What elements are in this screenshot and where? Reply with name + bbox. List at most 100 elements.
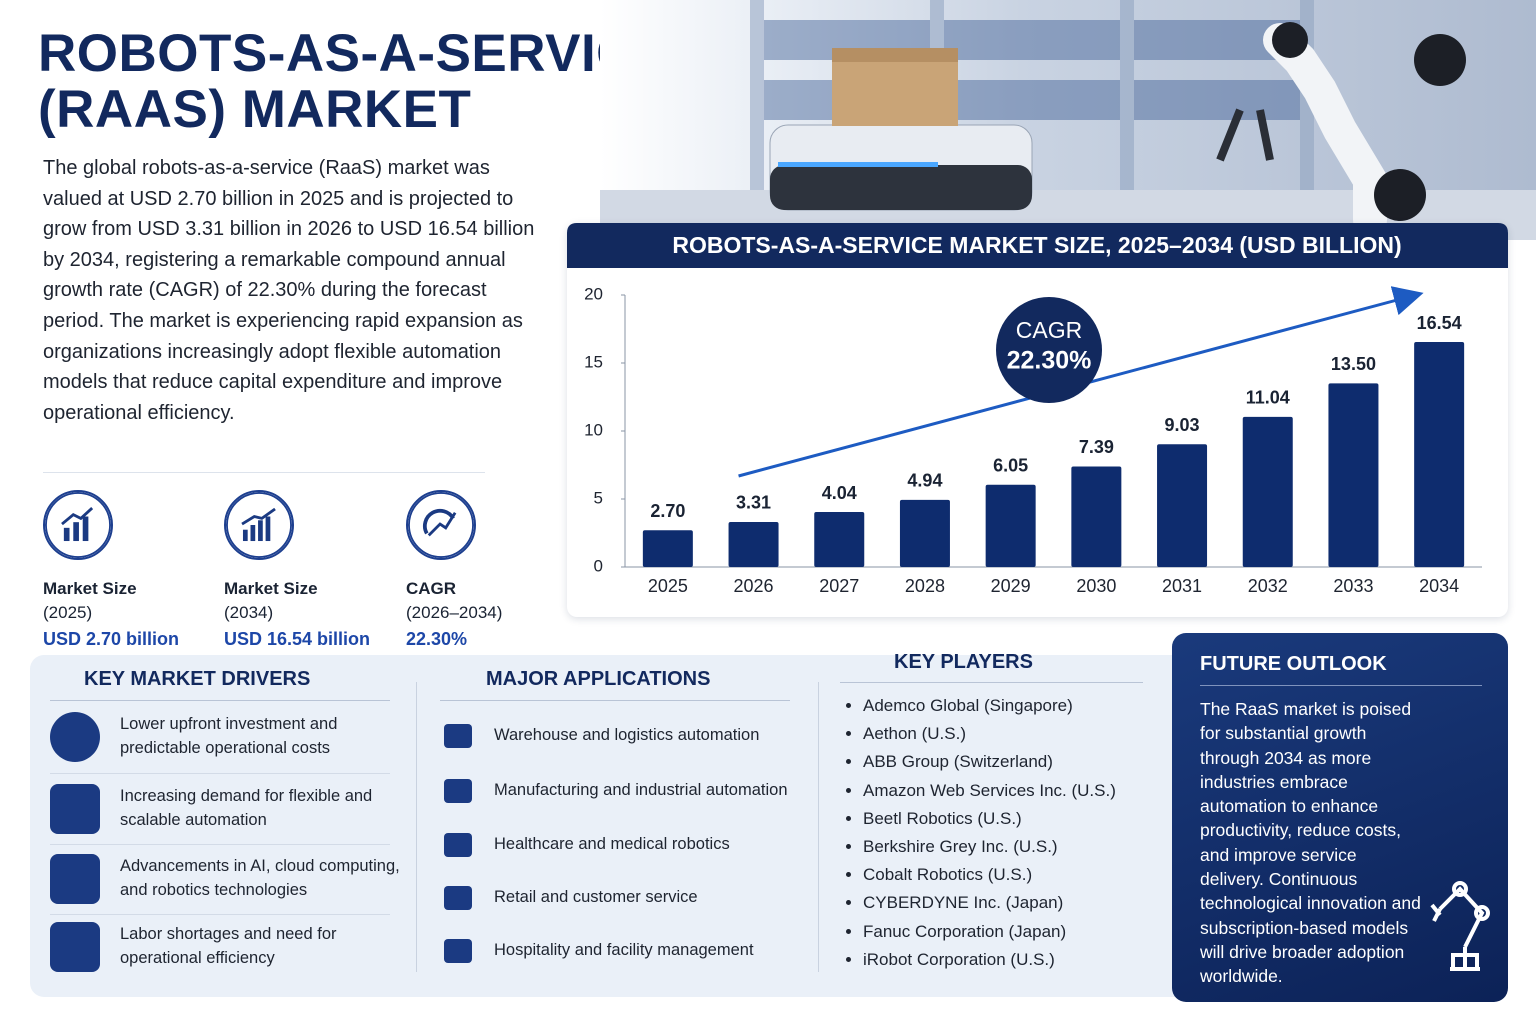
outlook-icon <box>1430 881 1490 971</box>
value-label: 3.31 <box>736 493 771 513</box>
stat-value: 22.30% <box>406 629 468 649</box>
outlook-box: FUTURE OUTLOOK The RaaS market is poised… <box>1172 633 1508 1002</box>
value-label: 11.04 <box>1246 388 1290 408</box>
title-line: ROBOTS-AS-A-SERVICE <box>38 24 671 83</box>
application-icon <box>444 886 472 910</box>
driver-text: Lower upfront investment and predictable… <box>120 715 338 757</box>
value-label: 2.70 <box>650 501 685 521</box>
bottom-panel <box>30 655 1190 997</box>
bar <box>642 530 693 567</box>
cagr-badge <box>996 297 1102 403</box>
value-label: 13.50 <box>1331 354 1376 374</box>
stat-value: USD 2.70 billion <box>43 629 180 649</box>
driver-text: Increasing demand for flexible and scala… <box>120 787 373 829</box>
application-icon <box>444 779 472 803</box>
player-item: Amazon Web Services Inc. (U.S.) <box>863 777 1116 805</box>
rule <box>50 914 390 915</box>
application-icon <box>444 724 472 748</box>
y-tick-label: 10 <box>584 420 603 439</box>
section-title: KEY MARKET DRIVERS <box>84 668 311 690</box>
chart: ROBOTS-AS-A-SERVICE MARKET SIZE, 2025–20… <box>567 223 1508 596</box>
player-item: CYBERDYNE Inc. (Japan) <box>863 889 1116 917</box>
stat: Market Size (2025) USD 2.70 billion <box>43 490 218 653</box>
stat: CAGR (2026–2034) 22.30% <box>406 490 581 653</box>
bar <box>1414 342 1465 567</box>
bar <box>899 499 950 567</box>
application-text: Manufacturing and industrial automation <box>494 781 788 799</box>
player-item: Ademco Global (Singapore) <box>863 692 1116 720</box>
stat-period: (2026–2034) <box>406 603 503 622</box>
driver-icon <box>50 784 100 834</box>
divider <box>818 682 819 972</box>
application-text: Hospitality and facility management <box>494 941 754 959</box>
stat-value: USD 16.54 billion <box>224 629 371 649</box>
x-tick-label: 2026 <box>734 576 774 596</box>
bar <box>985 484 1036 567</box>
player-item: Fanuc Corporation (Japan) <box>863 918 1116 946</box>
driver-icon <box>50 922 100 972</box>
stat-label: CAGR <box>406 579 457 598</box>
value-label: 7.39 <box>1079 437 1114 457</box>
stat: Market Size (2034) USD 16.54 billion <box>224 490 399 653</box>
driver-text: Labor shortages and need for operational… <box>120 925 337 967</box>
application-text: Warehouse and logistics automation <box>494 726 760 744</box>
stat-icon <box>224 490 294 560</box>
cagr-label: CAGR <box>1016 317 1082 343</box>
driver-text: Advancements in AI, cloud computing, and… <box>120 857 400 899</box>
cagr-value: 22.30% <box>1007 347 1092 375</box>
x-tick-label: 2033 <box>1333 576 1373 596</box>
x-tick-label: 2034 <box>1419 576 1459 596</box>
bar <box>1242 416 1293 567</box>
bar <box>814 512 865 567</box>
x-tick-label: 2028 <box>905 576 945 596</box>
rule <box>50 773 390 774</box>
value-label: 9.03 <box>1165 415 1200 435</box>
x-tick-label: 2025 <box>648 576 688 596</box>
x-tick-label: 2027 <box>819 576 859 596</box>
bar <box>1071 466 1122 567</box>
player-item: Aethon (U.S.) <box>863 720 1116 748</box>
value-label: 4.04 <box>822 483 857 503</box>
driver-icon <box>50 854 100 904</box>
player-item: Cobalt Robotics (U.S.) <box>863 861 1116 889</box>
chart-title-band <box>567 223 1508 268</box>
application-text: Healthcare and medical robotics <box>494 835 730 853</box>
y-tick-label: 5 <box>594 488 603 507</box>
player-item: iRobot Corporation (U.S.) <box>863 946 1116 974</box>
value-label: 6.05 <box>993 455 1028 475</box>
bar <box>1328 383 1379 567</box>
application-text: Retail and customer service <box>494 888 698 906</box>
outlook-text: The RaaS market is poised for substantia… <box>1200 699 1421 987</box>
title-line: (RAAS) MARKET <box>38 80 472 139</box>
stat-label: Market Size <box>43 579 137 598</box>
player-item: ABB Group (Switzerland) <box>863 748 1116 776</box>
intro-text: The global robots-as-a-service (RaaS) ma… <box>43 157 535 424</box>
y-tick-label: 0 <box>594 556 603 575</box>
bar <box>728 521 779 567</box>
y-tick-label: 20 <box>584 284 603 303</box>
hero-illustration <box>600 0 1536 240</box>
separator <box>43 472 485 473</box>
driver-icon <box>50 712 100 762</box>
bar <box>1157 444 1208 567</box>
chart-title: ROBOTS-AS-A-SERVICE MARKET SIZE, 2025–20… <box>672 232 1401 258</box>
stat-icon <box>43 490 113 560</box>
section-title: KEY PLAYERS <box>894 651 1033 673</box>
section-title: MAJOR APPLICATIONS <box>486 668 711 690</box>
x-tick-label: 2029 <box>991 576 1031 596</box>
y-tick-label: 15 <box>584 352 603 371</box>
application-icon <box>444 833 472 857</box>
stat-icon <box>406 490 476 560</box>
rule <box>50 700 390 701</box>
player-item: Berkshire Grey Inc. (U.S.) <box>863 833 1116 861</box>
players-list: Ademco Global (Singapore)Aethon (U.S.)AB… <box>845 692 1116 974</box>
divider <box>416 682 417 972</box>
rule <box>840 682 1143 683</box>
stat-label: Market Size <box>224 579 318 598</box>
rule <box>440 700 790 701</box>
player-item: Beetl Robotics (U.S.) <box>863 805 1116 833</box>
stat-period: (2034) <box>224 603 274 622</box>
rule <box>1200 685 1482 686</box>
rule <box>50 844 390 845</box>
outlook-title: FUTURE OUTLOOK <box>1200 653 1387 675</box>
